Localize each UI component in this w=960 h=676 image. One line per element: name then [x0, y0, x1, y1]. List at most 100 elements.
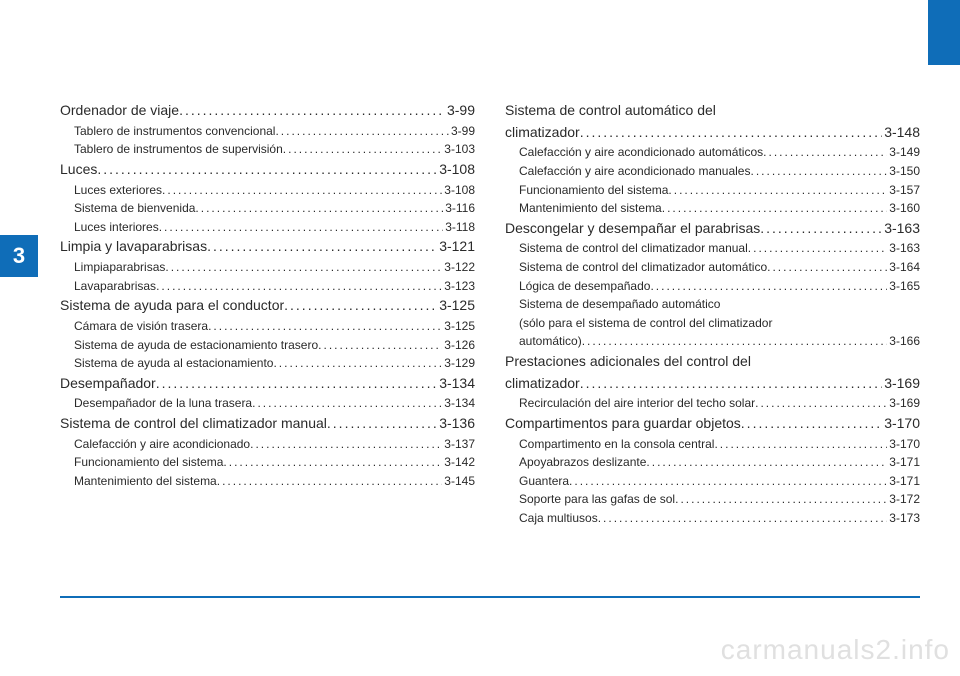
- toc-page-number: 3-121: [437, 236, 475, 258]
- toc-page-number: 3-108: [442, 181, 475, 200]
- toc-subsection: Cámara de visión trasera3-125: [60, 317, 475, 336]
- toc-page-number: 3-170: [882, 413, 920, 435]
- toc-subsection: Calefacción y aire acondicionado 3-137: [60, 435, 475, 454]
- toc-leader-dots: [675, 490, 887, 509]
- toc-subsection: Tablero de instrumentos de supervisión3-…: [60, 140, 475, 159]
- toc-title: Luces exteriores: [74, 181, 162, 200]
- toc-subsection: Apoyabrazos deslizante 3-171: [505, 453, 920, 472]
- toc-page-number: 3-163: [887, 239, 920, 258]
- toc-title: Limpia y lavaparabrisas: [60, 236, 207, 258]
- toc-title: Sistema de ayuda al estacionamiento: [74, 354, 273, 373]
- toc-section: Descongelar y desempañar el parabrisas 3-…: [505, 218, 920, 240]
- toc-section: Sistema de control automático del: [505, 100, 920, 122]
- toc-title: Limpiaparabrisas: [74, 258, 165, 277]
- toc-subsection: Mantenimiento del sistema3-145: [60, 472, 475, 491]
- toc-leader-dots: [582, 332, 888, 351]
- toc-subsection: Caja multiusos3-173: [505, 509, 920, 528]
- toc-title: Luces: [60, 159, 97, 181]
- toc-leader-dots: [767, 258, 887, 277]
- toc-subsection: Guantera3-171: [505, 472, 920, 491]
- toc-column-right: Sistema de control automático delclimati…: [505, 100, 920, 528]
- toc-title: Sistema de control del climatizador manu…: [519, 239, 748, 258]
- toc-page-number: 3-145: [442, 472, 475, 491]
- toc-section: Ordenador de viaje 3-99: [60, 100, 475, 122]
- toc-page-number: 3-129: [442, 354, 475, 373]
- toc-section: Sistema de control del climatizador manu…: [60, 413, 475, 435]
- toc-section: climatizador 3-169: [505, 373, 920, 395]
- toc-page-number: 3-137: [442, 435, 475, 454]
- toc-leader-dots: [750, 162, 887, 181]
- toc-section: climatizador3-148: [505, 122, 920, 144]
- toc-title: Apoyabrazos deslizante: [519, 453, 646, 472]
- toc-title: Descongelar y desempañar el parabrisas: [505, 218, 760, 240]
- bottom-accent-line: [60, 596, 920, 598]
- toc-title: Soporte para las gafas de sol: [519, 490, 675, 509]
- toc-title: Lógica de desempañado: [519, 277, 650, 296]
- toc-leader-dots: [598, 509, 888, 528]
- toc-title: Luces interiores: [74, 218, 159, 237]
- toc-subsection: Lavaparabrisas3-123: [60, 277, 475, 296]
- toc-title: Calefacción y aire acondicionado manuale…: [519, 162, 750, 181]
- toc-section: Prestaciones adicionales del control del: [505, 351, 920, 373]
- toc-title: Calefacción y aire acondicionado automát…: [519, 143, 763, 162]
- toc-page-number: 3-171: [887, 472, 920, 491]
- toc-title: Desempañador: [60, 373, 156, 395]
- toc-page-number: 3-163: [882, 218, 920, 240]
- toc-page-number: 3-116: [443, 199, 475, 218]
- toc-title: Recirculación del aire interior del tech…: [519, 394, 755, 413]
- toc-subsection: Tablero de instrumentos convencional3-99: [60, 122, 475, 141]
- toc-leader-dots: [662, 199, 888, 218]
- toc-title: Desempañador de la luna trasera: [74, 394, 252, 413]
- toc-leader-dots: [284, 295, 437, 317]
- toc-page-number: 3-171: [887, 453, 920, 472]
- toc-leader-dots: [755, 394, 887, 413]
- toc-subsection: Lógica de desempañado3-165: [505, 277, 920, 296]
- toc-section: Desempañador3-134: [60, 373, 475, 395]
- toc-leader-dots: [283, 140, 443, 159]
- toc-leader-dots: [159, 218, 443, 237]
- toc-leader-dots: [714, 435, 887, 454]
- watermark-text: carmanuals2.info: [721, 634, 950, 666]
- toc-title: Compartimento en la consola central: [519, 435, 714, 454]
- toc-title: Cámara de visión trasera: [74, 317, 208, 336]
- manual-page: 3 Ordenador de viaje3-99Tablero de instr…: [0, 0, 960, 676]
- toc-title: Funcionamiento del sistema: [519, 181, 668, 200]
- toc-page-number: 3-99: [445, 100, 475, 122]
- toc-subsection: Calefacción y aire acondicionado manuale…: [505, 162, 920, 181]
- toc-title: Sistema de control del climatizador auto…: [519, 258, 767, 277]
- toc-subsection: Limpiaparabrisas 3-122: [60, 258, 475, 277]
- toc-page-number: 3-126: [442, 336, 475, 355]
- toc-leader-dots: [156, 277, 442, 296]
- toc-page-number: 3-122: [442, 258, 475, 277]
- toc-subsection: Desempañador de la luna trasera3-134: [60, 394, 475, 413]
- toc-subsection: (sólo para el sistema de control del cli…: [505, 314, 920, 333]
- toc-subsection: Sistema de bienvenida 3-116: [60, 199, 475, 218]
- toc-subsection: Funcionamiento del sistema3-142: [60, 453, 475, 472]
- toc-leader-dots: [273, 354, 442, 373]
- toc-section: Limpia y lavaparabrisas 3-121: [60, 236, 475, 258]
- toc-subsection: Funcionamiento del sistema 3-157: [505, 181, 920, 200]
- toc-page-number: 3-169: [882, 373, 920, 395]
- toc-title: climatizador: [505, 373, 580, 395]
- toc-title: Compartimentos para guardar objetos: [505, 413, 741, 435]
- toc-leader-dots: [250, 435, 442, 454]
- toc-page-number: 3-150: [887, 162, 920, 181]
- toc-title: Calefacción y aire acondicionado: [74, 435, 250, 454]
- toc-page-number: 3-173: [887, 509, 920, 528]
- toc-title: Sistema de bienvenida: [74, 199, 195, 218]
- toc-subsection: Recirculación del aire interior del tech…: [505, 394, 920, 413]
- toc-content: Ordenador de viaje3-99Tablero de instrum…: [60, 100, 920, 528]
- toc-leader-dots: [741, 413, 882, 435]
- toc-subsection: Sistema de ayuda de estacionamiento tras…: [60, 336, 475, 355]
- toc-subsection: Luces interiores 3-118: [60, 218, 475, 237]
- toc-leader-dots: [97, 159, 437, 181]
- toc-title: Ordenador de viaje: [60, 100, 179, 122]
- toc-subsection: Soporte para las gafas de sol3-172: [505, 490, 920, 509]
- toc-leader-dots: [252, 394, 442, 413]
- toc-leader-dots: [569, 472, 887, 491]
- toc-title: Sistema de control del climatizador manu…: [60, 413, 327, 435]
- toc-page-number: 3-118: [443, 218, 475, 237]
- toc-leader-dots: [763, 143, 887, 162]
- toc-page-number: 3-157: [887, 181, 920, 200]
- toc-leader-dots: [668, 181, 887, 200]
